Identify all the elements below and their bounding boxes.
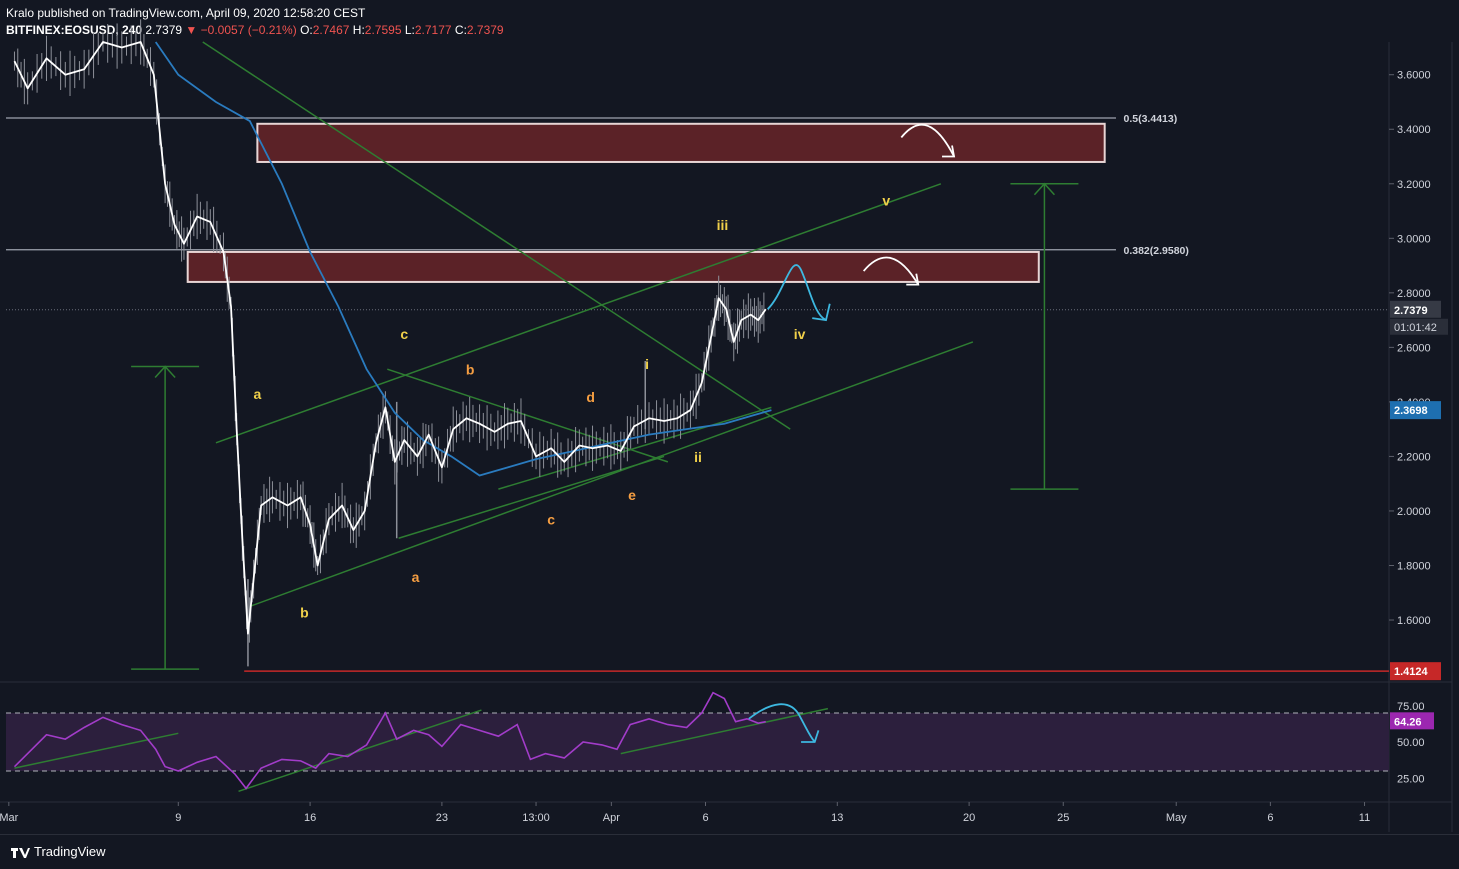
wave-label-b: b: [466, 362, 475, 378]
publisher-line: Kralo published on TradingView.com, Apri…: [6, 6, 366, 20]
lower-resistance-zone: [186, 250, 1040, 283]
wave-label-b: b: [300, 604, 309, 620]
wave-label-iv: iv: [794, 326, 806, 342]
countdown-label: 01:01:42: [1394, 322, 1437, 334]
rsi-current-label: 64.26: [1394, 716, 1422, 728]
time-tick-label: 11: [1359, 812, 1370, 824]
price-tick-label: 1.6000: [1397, 615, 1431, 627]
price-change: −0.0057 (−0.21%): [200, 23, 297, 37]
time-tick-label: 23: [436, 812, 448, 824]
time-tick-label: 13:00: [522, 812, 550, 824]
projection-cyan-rsi-head: [801, 730, 820, 743]
time-tick-label: Apr: [603, 812, 620, 824]
rsi-current-tag: [1390, 712, 1434, 730]
measure-right: [1010, 182, 1079, 490]
wave-label-d: d: [586, 389, 595, 405]
rsi-tick-label: 50.00: [1397, 737, 1425, 749]
price-tick-label: 1.8000: [1397, 560, 1431, 572]
time-tick-label: 9: [175, 812, 181, 824]
tradingview-brand-text: TradingView: [34, 844, 106, 859]
open-value: 2.7467: [312, 23, 350, 37]
chart-footer: TradingView: [0, 834, 1459, 869]
time-tick-label: 25: [1057, 812, 1069, 824]
wave-label-v: v: [882, 193, 890, 209]
moving-average-line: [154, 41, 772, 477]
last-price: 2.7379: [145, 23, 183, 37]
rsi-trend-3: [620, 707, 829, 755]
close-label: C:: [454, 23, 467, 37]
projection-white-upper-head: [942, 145, 956, 158]
rsi-tick-label: 25.00: [1397, 773, 1425, 785]
wave-label-ii: ii: [694, 449, 702, 465]
ma-price-label: 2.3698: [1394, 405, 1428, 417]
close-value: 2.7379: [466, 23, 504, 37]
wedge-lower: [498, 406, 772, 490]
price-line: [13, 41, 767, 635]
high-value: 2.7595: [364, 23, 402, 37]
fib-0.5-label: 0.5(3.4413): [1124, 113, 1178, 125]
downtrend-line: [202, 41, 791, 430]
open-label: O:: [300, 23, 313, 37]
upper-resistance-zone: [256, 122, 1106, 163]
wave-label-iii: iii: [717, 217, 729, 233]
wave-label-e: e: [628, 487, 636, 503]
price-tick-label: 3.0000: [1397, 233, 1431, 245]
wave-label-c: c: [400, 326, 408, 342]
rsi-trend-1: [14, 732, 179, 769]
channel-upper: [215, 183, 942, 444]
time-tick-label: 13: [831, 812, 843, 824]
projection-cyan-price-head: [812, 303, 831, 322]
fib-0.382-label: 0.382(2.9580): [1124, 245, 1189, 257]
tradingview-logo-icon: [11, 847, 30, 858]
time-tick-label: 20: [963, 812, 975, 824]
measure-right-arrowhead: [1033, 182, 1055, 196]
time-tick-label: 6: [702, 812, 708, 824]
channel-lower: [249, 341, 974, 608]
time-tick-label: Mar: [0, 812, 19, 824]
current-price-label: 2.7379: [1394, 305, 1428, 317]
tradingview-brand[interactable]: TradingView: [10, 844, 106, 859]
projection-white-lower-head: [906, 273, 920, 286]
wave-label-c: c: [547, 512, 555, 528]
high-label: H:: [352, 23, 365, 37]
price-tick-label: 2.8000: [1397, 288, 1431, 300]
measure-left: [131, 365, 200, 670]
projection-white-upper: [900, 123, 955, 157]
price-chart[interactable]: 0.5(3.4413)0.382(2.9580)1.4124cabbdaceii…: [0, 0, 1459, 834]
support-low-tag: [1390, 662, 1441, 681]
time-tick-label: 16: [304, 812, 316, 824]
countdown-tag: [1390, 318, 1448, 335]
rsi-tick-label: 75.00: [1397, 701, 1425, 713]
low-label: L:: [404, 23, 415, 37]
price-tick-label: 2.0000: [1397, 506, 1431, 518]
price-tick-label: 3.6000: [1397, 70, 1431, 82]
time-tick-label: May: [1166, 812, 1187, 824]
projection-cyan-rsi: [748, 703, 816, 743]
rsi-band: [6, 713, 1389, 771]
price-tick-label: 3.4000: [1397, 124, 1431, 136]
projection-cyan-price: [767, 264, 827, 321]
down-arrow-icon: ▼: [185, 23, 198, 37]
price-tick-label: 2.2000: [1397, 451, 1431, 463]
chart-background: [0, 42, 1459, 834]
wave-label-a: a: [253, 386, 261, 402]
wave-label-i: i: [645, 356, 649, 372]
rsi-line: [13, 691, 766, 790]
price-tick-label: 3.2000: [1397, 179, 1431, 191]
low-value: 2.7177: [414, 23, 452, 37]
ma-price-tag: [1390, 401, 1441, 420]
chart-header: Kralo published on TradingView.com, Apri…: [0, 0, 1459, 42]
time-tick-label: 6: [1267, 812, 1273, 824]
current-price-tag: [1390, 300, 1441, 318]
support-low-label: 1.4124: [1394, 666, 1429, 678]
price-tick-label: 2.6000: [1397, 342, 1431, 354]
triangle-bottom: [398, 455, 665, 539]
measure-left-arrowhead: [154, 365, 176, 378]
rsi-trend-2: [238, 709, 482, 793]
projection-white-lower: [862, 256, 920, 286]
wave-label-a: a: [412, 569, 420, 585]
